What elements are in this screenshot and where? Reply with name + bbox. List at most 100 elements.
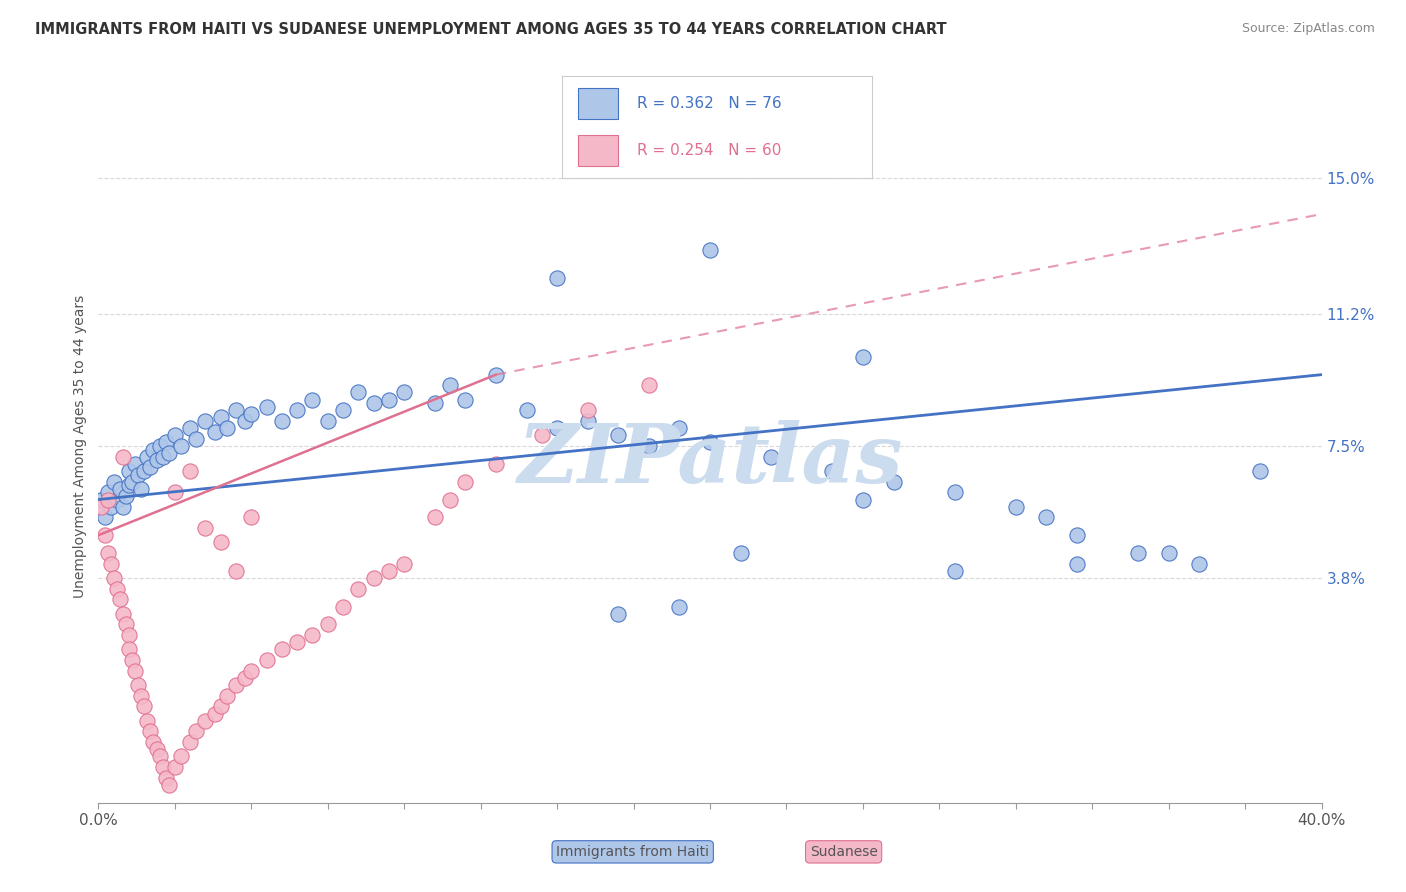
Point <box>637 378 661 392</box>
Point <box>576 403 599 417</box>
Point <box>332 599 354 614</box>
Point <box>90 500 112 514</box>
Point <box>108 482 131 496</box>
Point <box>127 467 149 482</box>
Point <box>194 521 217 535</box>
Point <box>225 403 247 417</box>
Point <box>152 760 174 774</box>
Point <box>155 435 177 450</box>
Point <box>256 400 278 414</box>
Point <box>121 475 143 489</box>
Point <box>118 478 141 492</box>
Point <box>145 453 167 467</box>
Point <box>607 607 630 621</box>
Point <box>136 450 159 464</box>
Point <box>103 571 125 585</box>
Point <box>129 482 152 496</box>
Point <box>378 564 401 578</box>
Point <box>194 714 217 728</box>
Point <box>179 464 201 478</box>
Point <box>157 778 180 792</box>
Point <box>108 592 131 607</box>
Text: Immigrants from Haiti: Immigrants from Haiti <box>557 845 709 859</box>
Point <box>516 403 538 417</box>
Point <box>129 689 152 703</box>
Point <box>127 678 149 692</box>
FancyBboxPatch shape <box>578 136 619 166</box>
Y-axis label: Unemployment Among Ages 35 to 44 years: Unemployment Among Ages 35 to 44 years <box>73 294 87 598</box>
Point <box>111 500 134 514</box>
Point <box>1035 510 1057 524</box>
Point <box>363 571 385 585</box>
Point <box>316 617 339 632</box>
Point <box>240 407 263 421</box>
Point <box>93 528 115 542</box>
Point <box>347 582 370 596</box>
Point <box>124 457 146 471</box>
Point <box>316 414 339 428</box>
Point <box>530 428 553 442</box>
Point <box>152 450 174 464</box>
Point <box>170 749 193 764</box>
Text: IMMIGRANTS FROM HAITI VS SUDANESE UNEMPLOYMENT AMONG AGES 35 TO 44 YEARS CORRELA: IMMIGRANTS FROM HAITI VS SUDANESE UNEMPL… <box>35 22 946 37</box>
Point <box>111 607 134 621</box>
Point <box>454 475 477 489</box>
Point <box>943 485 966 500</box>
Point <box>142 442 165 457</box>
Point <box>97 492 120 507</box>
Point <box>439 492 461 507</box>
Point <box>136 714 159 728</box>
Text: R = 0.254   N = 60: R = 0.254 N = 60 <box>637 144 780 158</box>
Point <box>105 582 128 596</box>
Point <box>179 735 201 749</box>
Point <box>454 392 477 407</box>
Point <box>115 489 138 503</box>
Point <box>378 392 401 407</box>
Point <box>1128 546 1150 560</box>
Point <box>759 450 782 464</box>
Point <box>134 699 156 714</box>
Point <box>546 271 568 285</box>
Point <box>392 557 416 571</box>
Point <box>1249 464 1271 478</box>
FancyBboxPatch shape <box>578 88 619 119</box>
Point <box>105 492 128 507</box>
Point <box>204 425 226 439</box>
Point <box>118 464 141 478</box>
Point <box>546 421 568 435</box>
Point <box>139 724 162 739</box>
Point <box>186 724 208 739</box>
Point <box>423 396 446 410</box>
Point <box>124 664 146 678</box>
Point <box>215 421 238 435</box>
Point <box>301 392 323 407</box>
Point <box>155 771 177 785</box>
Point <box>301 628 323 642</box>
Point <box>240 510 263 524</box>
Point <box>256 653 278 667</box>
Point <box>97 546 120 560</box>
Point <box>1004 500 1026 514</box>
Point <box>1188 557 1211 571</box>
Point <box>392 385 416 400</box>
Point <box>209 410 232 425</box>
Point <box>852 492 875 507</box>
Point <box>1157 546 1180 560</box>
Point <box>204 706 226 721</box>
Point <box>225 678 247 692</box>
Point <box>485 457 508 471</box>
Point <box>363 396 385 410</box>
Point <box>852 350 875 364</box>
Point <box>883 475 905 489</box>
Point <box>118 628 141 642</box>
Point <box>285 635 308 649</box>
Point <box>439 378 461 392</box>
Point <box>115 617 138 632</box>
Point <box>943 564 966 578</box>
Point <box>90 492 112 507</box>
Point <box>93 510 115 524</box>
Point <box>134 464 156 478</box>
Point <box>607 428 630 442</box>
Point <box>485 368 508 382</box>
Point <box>163 428 186 442</box>
